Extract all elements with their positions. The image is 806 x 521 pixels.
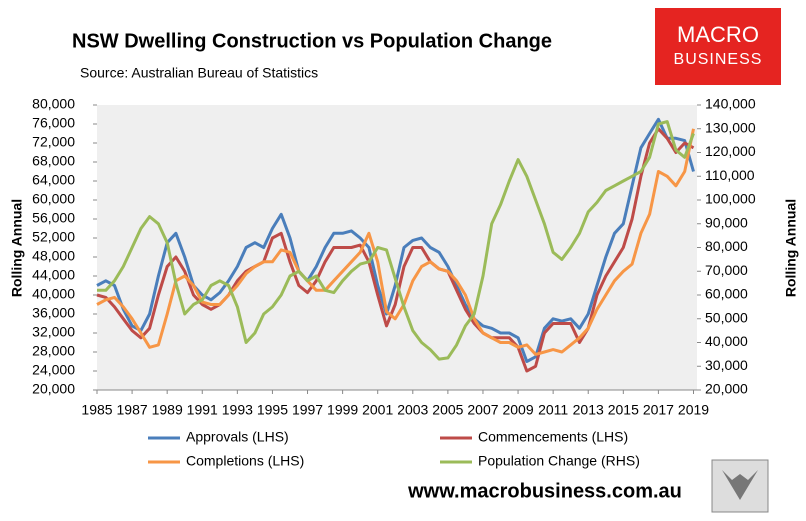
- x-tick-label: 1991: [187, 402, 218, 418]
- y-tick-label: 72,000: [32, 134, 75, 150]
- x-tick-label: 1987: [117, 402, 148, 418]
- x-tick-label: 1989: [152, 402, 183, 418]
- y2-tick-label: 20,000: [705, 381, 748, 397]
- x-tick-label: 2019: [678, 402, 709, 418]
- data-line: [96, 128, 695, 356]
- data-line: [96, 127, 695, 373]
- y2-tick-label: 90,000: [705, 214, 748, 230]
- legend-label: Population Change (RHS): [478, 453, 640, 469]
- y2-tick-label: 110,000: [705, 167, 755, 183]
- y-tick-label: 64,000: [32, 172, 75, 188]
- x-tick-label: 2005: [432, 402, 463, 418]
- x-tick-label: 1993: [222, 402, 253, 418]
- y2-tick-label: 30,000: [705, 357, 748, 373]
- wolf-icon: [722, 470, 758, 500]
- y-tick-label: 44,000: [32, 267, 75, 283]
- y-tick-label: 52,000: [32, 229, 75, 245]
- plot-area: [97, 105, 697, 390]
- x-tick-label: 1997: [292, 402, 323, 418]
- x-tick-label: 2011: [538, 402, 568, 418]
- y-tick-label: 32,000: [32, 324, 75, 340]
- y-axis-title: Rolling Annual: [9, 199, 25, 297]
- y-tick-label: 76,000: [32, 115, 75, 131]
- y2-tick-label: 100,000: [705, 191, 756, 207]
- y-tick-label: 68,000: [32, 153, 75, 169]
- y-tick-label: 20,000: [32, 381, 75, 397]
- y2-tick-label: 40,000: [705, 333, 748, 349]
- y-tick-label: 56,000: [32, 210, 75, 226]
- data-line: [97, 120, 695, 361]
- footer-url: www.macrobusiness.com.au: [407, 480, 682, 502]
- y-tick-label: 48,000: [32, 248, 75, 264]
- y-tick-label: 36,000: [32, 305, 75, 321]
- y2-tick-label: 50,000: [705, 309, 748, 325]
- x-tick-label: 2013: [573, 402, 604, 418]
- y-tick-label: 40,000: [32, 286, 75, 302]
- y2-tick-label: 70,000: [705, 262, 748, 278]
- logo-text: MACRO: [677, 22, 759, 47]
- chart-subtitle: Source: Australian Bureau of Statistics: [80, 65, 318, 81]
- x-tick-label: 2015: [608, 402, 639, 418]
- y2-tick-label: 130,000: [705, 119, 756, 135]
- y2-tick-label: 120,000: [705, 143, 756, 159]
- y-tick-label: 80,000: [32, 96, 75, 112]
- y-tick-label: 60,000: [32, 191, 75, 207]
- logo-text: BUSINESS: [674, 51, 763, 68]
- legend-label: Completions (LHS): [186, 453, 304, 469]
- x-tick-label: 2007: [467, 402, 498, 418]
- x-tick-label: 1985: [81, 402, 112, 418]
- y-tick-label: 28,000: [32, 343, 75, 359]
- legend-label: Approvals (LHS): [186, 429, 289, 445]
- x-tick-label: 1995: [257, 402, 288, 418]
- y2-tick-label: 80,000: [705, 238, 748, 254]
- y2-tick-label: 60,000: [705, 286, 748, 302]
- x-tick-label: 2017: [643, 402, 674, 418]
- x-tick-label: 1999: [327, 402, 358, 418]
- chart-title: NSW Dwelling Construction vs Population …: [72, 30, 552, 52]
- y2-tick-label: 140,000: [705, 96, 756, 112]
- x-tick-label: 2001: [362, 402, 393, 418]
- y-tick-label: 24,000: [32, 362, 75, 378]
- wolf-icon: [711, 459, 769, 513]
- x-tick-label: 2003: [397, 402, 428, 418]
- x-tick-label: 2009: [502, 402, 533, 418]
- legend-label: Commencements (LHS): [478, 429, 628, 445]
- logo-box: [655, 8, 781, 85]
- y2-axis-title: Rolling Annual: [783, 199, 799, 297]
